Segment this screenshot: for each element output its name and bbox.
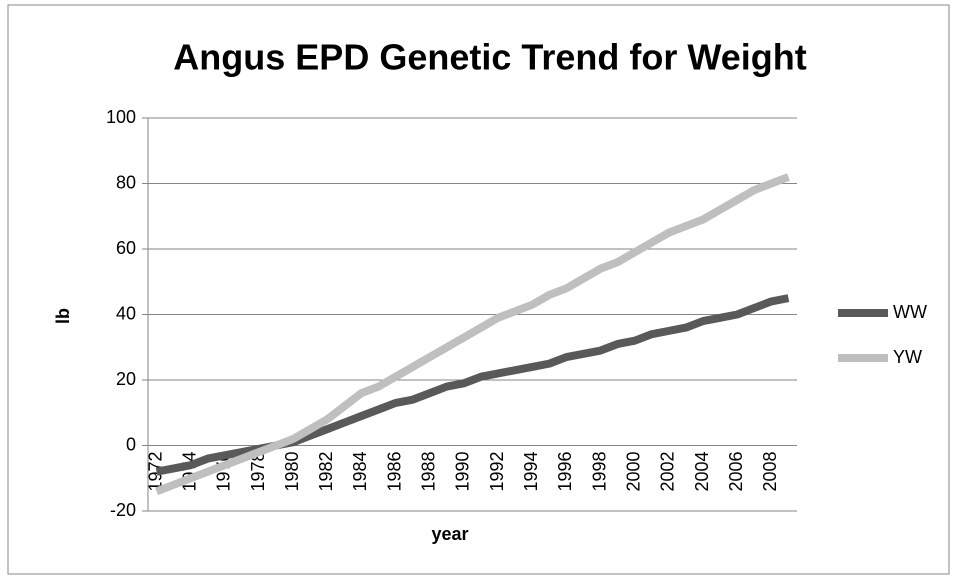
x-tick-label: 1972 <box>145 452 165 492</box>
x-axis-label: year <box>431 524 468 544</box>
y-tick-label: 100 <box>106 107 136 127</box>
x-tick-label: 2000 <box>624 452 644 492</box>
x-tick-label: 1984 <box>350 452 370 492</box>
x-tick-label: 1990 <box>453 452 473 492</box>
chart-title: Angus EPD Genetic Trend for Weight <box>173 37 806 78</box>
x-tick-label: 1988 <box>419 452 439 492</box>
y-axis-label: lb <box>53 308 73 324</box>
y-tick-label: 60 <box>116 238 136 258</box>
chart-frame <box>7 4 950 575</box>
x-tick-label: 2006 <box>726 452 746 492</box>
x-tick-label: 1980 <box>282 452 302 492</box>
y-tick-label: 80 <box>116 172 136 192</box>
x-tick-label: 2008 <box>760 452 780 492</box>
legend-label: YW <box>893 347 922 367</box>
y-tick-label: 20 <box>116 369 136 389</box>
y-tick-label: 40 <box>116 303 136 323</box>
x-tick-label: 2004 <box>692 452 712 492</box>
x-tick-label: 1992 <box>487 452 507 492</box>
x-tick-label: 2002 <box>658 452 678 492</box>
x-tick-label: 1998 <box>589 452 609 492</box>
x-tick-label: 1994 <box>521 452 541 492</box>
line-series <box>155 173 790 496</box>
y-tick-label: -20 <box>110 500 136 520</box>
x-tick-label: 1986 <box>384 452 404 492</box>
x-tick-label: 1996 <box>555 452 575 492</box>
y-tick-label: 0 <box>126 434 136 454</box>
x-tick-label: 1978 <box>248 452 268 492</box>
legend-label: WW <box>893 302 927 322</box>
x-tick-label: 1982 <box>316 452 336 492</box>
